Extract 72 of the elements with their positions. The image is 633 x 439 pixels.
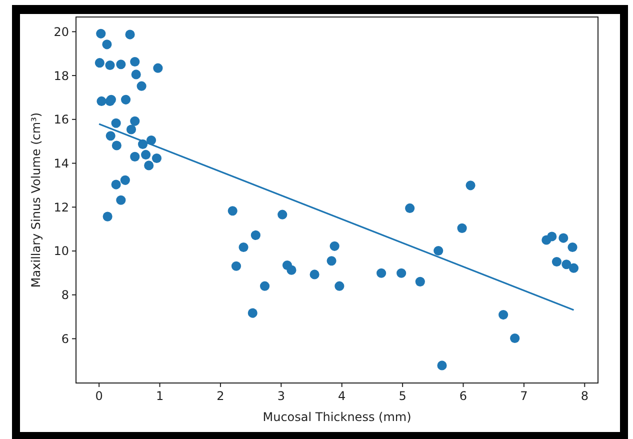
y-tick-label: 6: [61, 332, 69, 346]
point: [376, 268, 386, 278]
point: [415, 276, 425, 286]
point: [131, 70, 141, 80]
point: [144, 160, 154, 170]
point: [552, 256, 562, 267]
point: [111, 118, 121, 128]
point: [568, 242, 578, 252]
x-tick-label: 4: [338, 389, 346, 403]
point: [102, 212, 112, 222]
x-tick-label: 6: [459, 389, 468, 403]
point: [120, 94, 131, 104]
point: [547, 232, 557, 242]
x-tick-label: 3: [277, 389, 285, 403]
point: [126, 124, 136, 134]
x-axis-title: Mucosal Thickness (mm): [262, 410, 412, 424]
point: [278, 210, 288, 220]
point: [457, 223, 467, 233]
point: [568, 263, 579, 273]
x-tick-label: 0: [95, 389, 103, 403]
point: [116, 195, 126, 205]
point: [286, 265, 296, 275]
point: [498, 310, 508, 320]
y-tick-label: 20: [54, 24, 69, 39]
point: [94, 58, 104, 68]
point: [120, 175, 130, 185]
point: [96, 96, 106, 106]
y-tick-label: 14: [54, 156, 69, 170]
point: [396, 268, 406, 278]
point: [136, 81, 146, 91]
point: [510, 333, 520, 344]
point: [130, 116, 140, 126]
point: [231, 261, 242, 271]
point: [153, 63, 163, 73]
point: [334, 281, 344, 291]
x-tick-label: 5: [398, 389, 406, 403]
y-tick-label: 10: [54, 244, 69, 258]
y-axis-title: Maxillary Sinus Volume (cm³): [29, 112, 43, 288]
y-tick-label: 8: [61, 288, 69, 302]
y-tick-label: 12: [54, 200, 69, 214]
point: [562, 260, 572, 270]
point: [105, 60, 115, 70]
x-tick-label: 8: [580, 389, 588, 403]
y-tick-label: 16: [54, 112, 69, 127]
point: [112, 140, 122, 150]
point: [466, 180, 476, 190]
x-tick-label: 7: [520, 389, 528, 403]
point: [141, 150, 151, 160]
point: [96, 28, 106, 38]
point: [238, 242, 248, 252]
point: [111, 180, 121, 190]
y-tick-label: 18: [54, 68, 69, 83]
point: [250, 230, 260, 240]
point: [102, 40, 112, 50]
point: [106, 131, 116, 141]
point: [437, 360, 447, 370]
point: [116, 60, 126, 70]
x-tick-label: 2: [216, 389, 224, 403]
point: [260, 281, 270, 291]
point: [125, 30, 135, 40]
point: [326, 256, 336, 266]
point: [310, 270, 320, 280]
point: [130, 56, 140, 67]
point: [434, 246, 444, 256]
point: [248, 308, 258, 318]
point: [228, 206, 238, 216]
point: [558, 233, 568, 243]
point: [152, 153, 162, 163]
point: [130, 152, 140, 162]
point: [330, 241, 340, 251]
point: [405, 203, 415, 213]
x-tick-label: 1: [156, 389, 164, 403]
